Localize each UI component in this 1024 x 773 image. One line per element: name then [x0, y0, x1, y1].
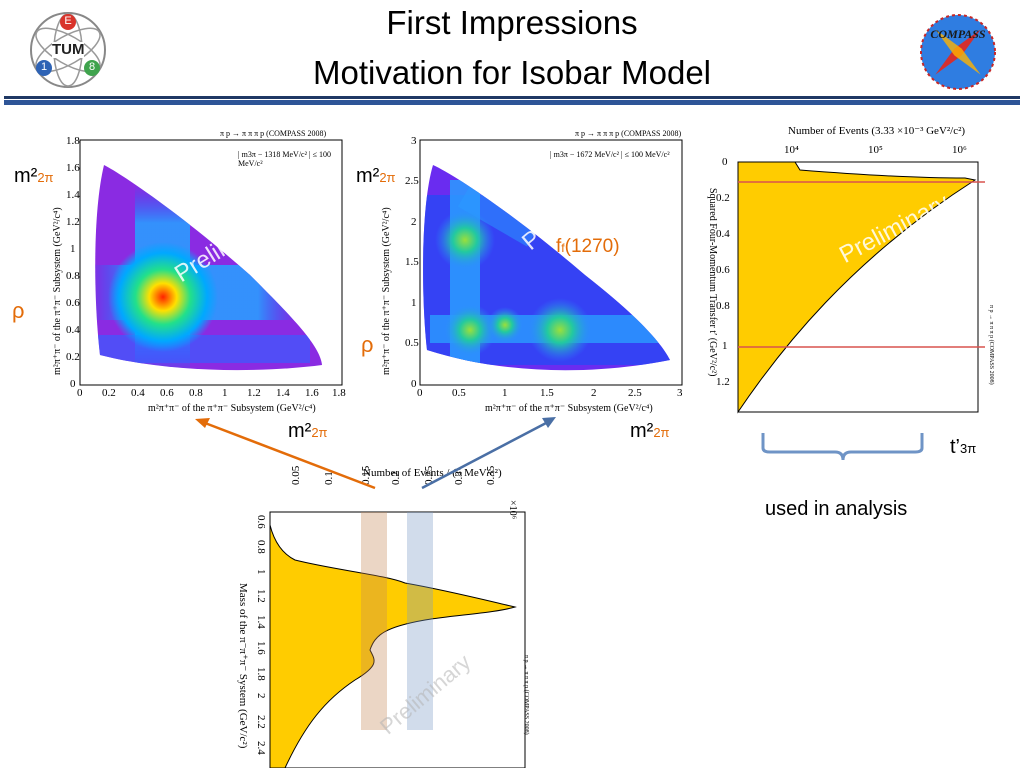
- plot-left-ytick: 1: [70, 243, 76, 255]
- plot-left-xtick: 1.2: [247, 387, 261, 399]
- orange-arrow: [204, 421, 376, 490]
- tum-logo-1: 1: [40, 61, 48, 73]
- plot-left-xtick: 0.4: [131, 387, 145, 399]
- title-rule-accent: [4, 100, 1020, 105]
- slide-title-line2: Motivation for Isobar Model: [312, 54, 711, 91]
- plot-right-ytick: 0.4: [716, 228, 730, 240]
- mass-plot: Number of Events / (5 MeV/c²) 0.05 0.1 0…: [235, 465, 540, 769]
- dalitz-plot-mid: π p → π π π p (COMPASS 2008) | m3π − 167…: [381, 125, 690, 425]
- plot-right-ytick: 0.2: [716, 192, 730, 204]
- plot-mid-ytick: 0.5: [405, 337, 419, 349]
- plot-mid-cut: | m3π − 1672 MeV/c² | ≤ 100 MeV/c²: [550, 150, 670, 159]
- rho-label-left: ρ: [12, 298, 25, 323]
- plot-right-ytick: 0: [722, 156, 728, 168]
- rho-label-mid: ρ: [361, 332, 374, 357]
- plot-mid-xtick: 2.5: [628, 387, 642, 399]
- f-1270-label: ff(1270): [556, 236, 620, 257]
- blue-arrow: [421, 420, 549, 490]
- plot-left-ytick: 1.6: [66, 162, 80, 174]
- plot-mid-ytick: 3: [411, 135, 417, 147]
- plot-left-ytick: 0.2: [66, 351, 80, 363]
- plot-left-xtick: 1.8: [332, 387, 346, 399]
- plot-right-header: Number of Events (3.33 ×10⁻³ GeV²/c²): [788, 125, 966, 137]
- m2-label-left-y: m²2π: [14, 165, 54, 187]
- plot-mid-ytick: 2.5: [405, 175, 419, 187]
- plot-mid-xtick: 1: [502, 387, 508, 399]
- plot-right-xtick: 10⁴: [784, 144, 799, 156]
- plot-left-ytick: 0: [70, 378, 76, 390]
- plot-right-ytick: 0.6: [716, 264, 730, 276]
- m2-label-mid-x: m²2π: [630, 420, 670, 442]
- plot-left-ytick: 1.4: [66, 189, 80, 201]
- plot-left-xtick: 0.2: [102, 387, 116, 399]
- plot-bottom-header: Number of Events / (5 MeV/c²): [363, 467, 502, 479]
- plot-left-ytick: 1.8: [66, 135, 80, 147]
- used-in-analysis-label: used in analysis: [765, 498, 908, 520]
- plot-right-xtick: 10⁶: [952, 144, 967, 156]
- t-prime-label: t’3π: [950, 436, 977, 458]
- compass-logo: COMPASS: [918, 12, 998, 92]
- tum-logo-text: TUM: [52, 41, 85, 58]
- plot-mid-ytick: 2: [411, 216, 417, 228]
- slide-title-line1: First Impressions: [386, 4, 638, 41]
- plot-left-xtick: 1: [222, 387, 228, 399]
- plot-right-xtick: 10⁵: [868, 144, 883, 156]
- plot-mid-xtick: 2: [591, 387, 597, 399]
- plot-left-ytick: 0.6: [66, 297, 80, 309]
- plot-right-ytick: 0.8: [716, 300, 730, 312]
- plot-right-ytick: 1: [722, 340, 728, 352]
- plot-mid-ytick: 1.5: [405, 256, 419, 268]
- plot-left-xtick: 1.4: [276, 387, 290, 399]
- plot-left-ytick: 0.4: [66, 324, 80, 336]
- tum-logo-8: 8: [88, 61, 96, 73]
- analysis-bracket: [761, 433, 924, 461]
- orange-arrowhead: [195, 418, 210, 428]
- title-rule: [4, 96, 1020, 99]
- plot-mid-header: π p → π π π p (COMPASS 2008): [575, 129, 682, 138]
- plot-mid-xtick: 0: [417, 387, 423, 399]
- plot-left-ytick: 0.8: [66, 270, 80, 282]
- blue-arrowhead: [542, 417, 556, 428]
- plot-left-xlabel: m²π⁺π⁻ of the π⁺π⁻ Subsystem (GeV²/c⁴): [148, 403, 316, 414]
- tum-logo: TUM E 1 8: [28, 10, 108, 90]
- plot-left-xtick: 1.6: [305, 387, 319, 399]
- m2-label-left-x: m²2π: [288, 420, 328, 442]
- plot-left-ytick: 1.2: [66, 216, 80, 228]
- dalitz-plot-left: π p → π π π p (COMPASS 2008) | m3π − 131…: [52, 125, 350, 425]
- m2-label-mid-y: m²2π: [356, 165, 396, 187]
- plot-right-ytick: 1.2: [716, 376, 730, 388]
- plot-mid-ytick: 0: [411, 378, 417, 390]
- plot-mid-xlabel: m²π⁺π⁻ of the π⁺π⁻ Subsystem (GeV²/c⁴): [485, 403, 653, 414]
- plot-left-cut: | m3π − 1318 MeV/c² | ≤ 100 MeV/c²: [238, 150, 331, 168]
- plot-left-header: π p → π π π p (COMPASS 2008): [220, 129, 327, 138]
- plot-mid-ytick: 1: [411, 297, 417, 309]
- plot-mid-xtick: 3: [677, 387, 683, 399]
- plot-mid-xtick: 1.5: [540, 387, 554, 399]
- plot-mid-xtick: 0.5: [452, 387, 466, 399]
- plot-left-xtick: 0.8: [189, 387, 203, 399]
- tum-logo-e: E: [64, 15, 72, 27]
- plot-left-xtick: 0.6: [160, 387, 174, 399]
- plot-left-xtick: 0: [77, 387, 83, 399]
- t-prime-plot: Number of Events (3.33 ×10⁻³ GeV²/c²) 10…: [700, 120, 1000, 420]
- compass-logo-text: COMPASS: [930, 27, 986, 41]
